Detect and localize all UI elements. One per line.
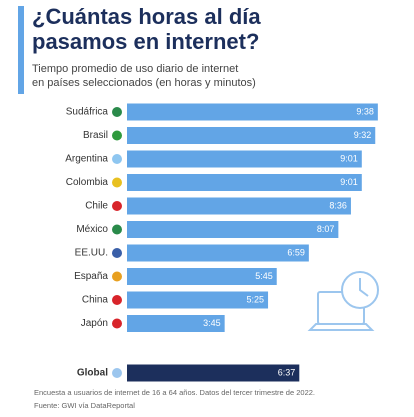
category-label: EE.UU. <box>75 248 108 259</box>
bar <box>127 197 351 215</box>
category-label: Sudáfrica <box>66 107 109 118</box>
flag-icon <box>112 130 122 141</box>
value-label: 9:38 <box>356 106 374 116</box>
value-label: 5:45 <box>255 271 273 281</box>
category-label: Colombia <box>66 177 109 188</box>
note: Fuente: GWI vía DataReportal <box>34 401 135 410</box>
flag-icon <box>112 224 122 235</box>
category-label: España <box>74 271 108 282</box>
flag-icon <box>112 318 122 329</box>
value-label: 6:37 <box>278 367 296 377</box>
bar <box>127 150 362 168</box>
bar <box>127 364 300 382</box>
bar <box>127 268 277 285</box>
chart-subtitle: Tiempo promedio de uso diario de interne… <box>32 63 238 75</box>
value-label: 5:25 <box>247 294 265 304</box>
value-label: 6:59 <box>287 247 305 257</box>
value-label: 3:45 <box>203 318 221 328</box>
value-label: 8:07 <box>317 224 335 234</box>
illustration <box>307 271 379 331</box>
note: Encuesta a usuarios de internet de 16 a … <box>34 388 315 397</box>
value-label: 9:32 <box>354 130 372 140</box>
value-label: 9:01 <box>340 177 358 187</box>
flag-icon <box>112 368 122 378</box>
flag-icon <box>112 154 122 164</box>
accent-bar <box>18 6 24 94</box>
bar <box>127 315 225 332</box>
category-label: Global <box>77 368 108 379</box>
bar <box>127 127 376 144</box>
chart-title: pasamos en internet? <box>32 29 259 54</box>
category-label: Chile <box>85 201 108 212</box>
chart-subtitle: en países seleccionados (en horas y minu… <box>32 77 256 89</box>
value-label: 8:36 <box>329 200 347 210</box>
bar <box>127 174 362 191</box>
flag-icon <box>112 248 122 258</box>
flag-icon <box>112 201 122 211</box>
category-label: China <box>82 295 109 306</box>
value-label: 9:01 <box>340 153 358 163</box>
flag-icon <box>112 295 122 305</box>
category-label: México <box>76 224 108 235</box>
bar <box>127 291 269 309</box>
category-label: Japón <box>81 318 108 329</box>
category-label: Brasil <box>83 130 108 141</box>
bar <box>127 244 309 262</box>
category-label: Argentina <box>65 154 108 165</box>
bar <box>127 103 378 121</box>
bar <box>127 221 339 238</box>
chart-title: ¿Cuántas horas al día <box>32 4 261 29</box>
flag-icon <box>112 271 122 282</box>
flag-icon <box>112 107 122 117</box>
flag-icon <box>112 177 122 188</box>
